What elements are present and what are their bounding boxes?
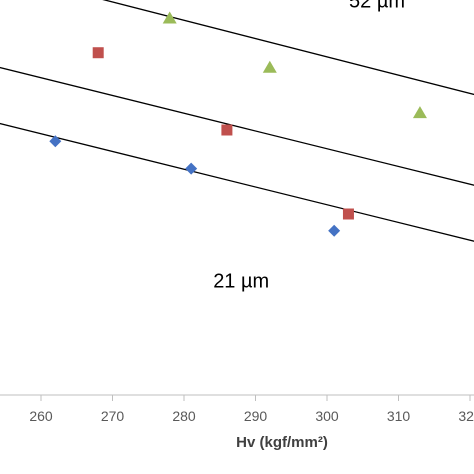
point-diamond-2 — [185, 162, 198, 175]
point-square-2 — [221, 124, 233, 136]
trendline-2 — [0, 66, 474, 186]
point-triangle-1 — [162, 11, 177, 24]
point-triangle-2 — [262, 60, 277, 73]
x-tick-label: 270 — [101, 408, 125, 424]
x-tick-label: 280 — [172, 408, 196, 424]
x-ticks: 260 270 280 290 300 310 320 — [29, 395, 474, 424]
x-axis-title: Hv (kgf/mm²) — [236, 434, 328, 451]
trendlines — [0, 0, 474, 242]
data-points — [49, 11, 427, 237]
point-diamond-1 — [49, 135, 62, 148]
point-square-3 — [342, 208, 354, 220]
x-tick-label: 320 — [458, 408, 474, 424]
point-triangle-3 — [412, 106, 427, 119]
point-square-1 — [92, 47, 104, 59]
x-tick-label: 310 — [387, 408, 411, 424]
annotation-label-1: 52 µm — [349, 0, 405, 12]
point-diamond-3 — [328, 224, 341, 237]
x-tick-label: 290 — [244, 408, 268, 424]
x-tick-label: 260 — [29, 408, 53, 424]
annotation-label-2: 21 µm — [213, 270, 269, 292]
x-tick-label: 300 — [315, 408, 339, 424]
trendline-3 — [102, 0, 474, 96]
trendline-1 — [0, 122, 474, 242]
annotations: 52 µm 21 µm — [213, 0, 405, 292]
